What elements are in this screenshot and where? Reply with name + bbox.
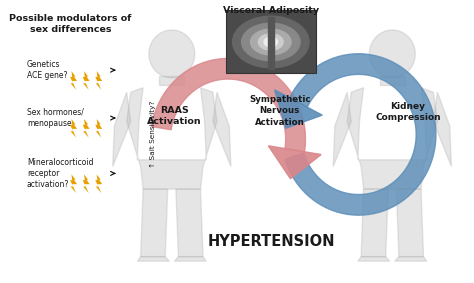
Polygon shape bbox=[113, 92, 131, 167]
Text: ↑ Salt Sensitivity?: ↑ Salt Sensitivity? bbox=[150, 101, 156, 168]
Polygon shape bbox=[268, 146, 321, 179]
Text: Sex hormones/
menopause: Sex hormones/ menopause bbox=[27, 108, 84, 128]
Polygon shape bbox=[82, 71, 90, 90]
Polygon shape bbox=[361, 189, 388, 257]
Polygon shape bbox=[213, 92, 231, 167]
Polygon shape bbox=[333, 92, 351, 167]
Text: Possible modulators of
sex differences: Possible modulators of sex differences bbox=[9, 14, 132, 34]
Polygon shape bbox=[395, 257, 427, 261]
Ellipse shape bbox=[264, 37, 278, 47]
Polygon shape bbox=[127, 88, 217, 189]
Text: HYPERTENSION: HYPERTENSION bbox=[208, 233, 336, 248]
Text: Mineralocorticoid
receptor
activation?: Mineralocorticoid receptor activation? bbox=[27, 158, 93, 189]
Polygon shape bbox=[396, 189, 423, 257]
Ellipse shape bbox=[258, 34, 283, 50]
Polygon shape bbox=[70, 119, 77, 138]
Polygon shape bbox=[176, 189, 203, 257]
Polygon shape bbox=[358, 257, 390, 261]
Polygon shape bbox=[369, 30, 415, 78]
Ellipse shape bbox=[251, 29, 291, 55]
Polygon shape bbox=[82, 119, 90, 138]
Bar bbox=[268, 17, 273, 69]
Polygon shape bbox=[141, 189, 168, 257]
Ellipse shape bbox=[233, 16, 309, 68]
Polygon shape bbox=[70, 174, 77, 193]
Text: Sympathetic
Nervous
Activation: Sympathetic Nervous Activation bbox=[249, 95, 310, 127]
Polygon shape bbox=[70, 71, 77, 90]
Polygon shape bbox=[174, 257, 206, 261]
Polygon shape bbox=[149, 30, 195, 78]
Polygon shape bbox=[95, 174, 102, 193]
Polygon shape bbox=[285, 54, 436, 215]
Polygon shape bbox=[95, 119, 102, 138]
Polygon shape bbox=[82, 174, 90, 193]
Polygon shape bbox=[152, 58, 305, 152]
Text: Visceral Adiposity: Visceral Adiposity bbox=[223, 6, 319, 15]
Text: Genetics
ACE gene?: Genetics ACE gene? bbox=[27, 60, 67, 80]
Polygon shape bbox=[159, 76, 184, 85]
Polygon shape bbox=[347, 88, 438, 189]
Polygon shape bbox=[380, 76, 405, 85]
Ellipse shape bbox=[268, 40, 273, 44]
Polygon shape bbox=[433, 92, 451, 167]
FancyBboxPatch shape bbox=[226, 10, 316, 74]
Polygon shape bbox=[137, 257, 169, 261]
Text: RAAS
Activation: RAAS Activation bbox=[147, 106, 201, 126]
Polygon shape bbox=[95, 71, 102, 90]
Ellipse shape bbox=[242, 23, 300, 61]
Text: Kidney
Compression: Kidney Compression bbox=[375, 102, 441, 123]
Polygon shape bbox=[274, 90, 322, 128]
